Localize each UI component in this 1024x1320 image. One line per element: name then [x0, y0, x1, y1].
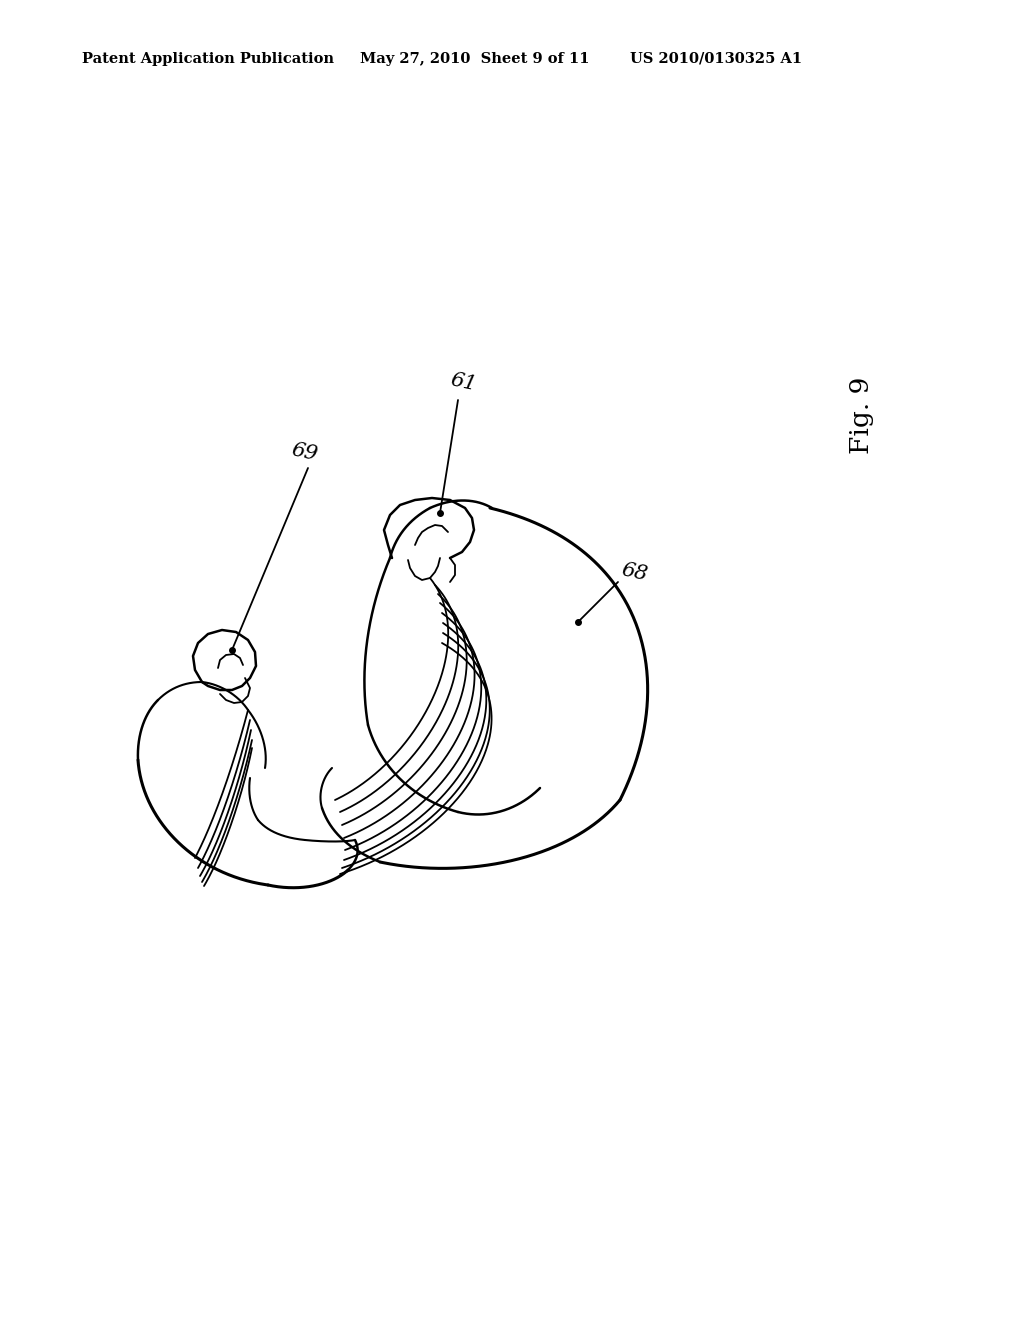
Text: May 27, 2010  Sheet 9 of 11: May 27, 2010 Sheet 9 of 11 [360, 51, 590, 66]
Text: Patent Application Publication: Patent Application Publication [82, 51, 334, 66]
Text: 61: 61 [449, 370, 478, 395]
Text: 68: 68 [620, 560, 649, 583]
Text: US 2010/0130325 A1: US 2010/0130325 A1 [630, 51, 802, 66]
Text: Fig. 9: Fig. 9 [850, 376, 874, 454]
Text: 69: 69 [289, 440, 318, 465]
